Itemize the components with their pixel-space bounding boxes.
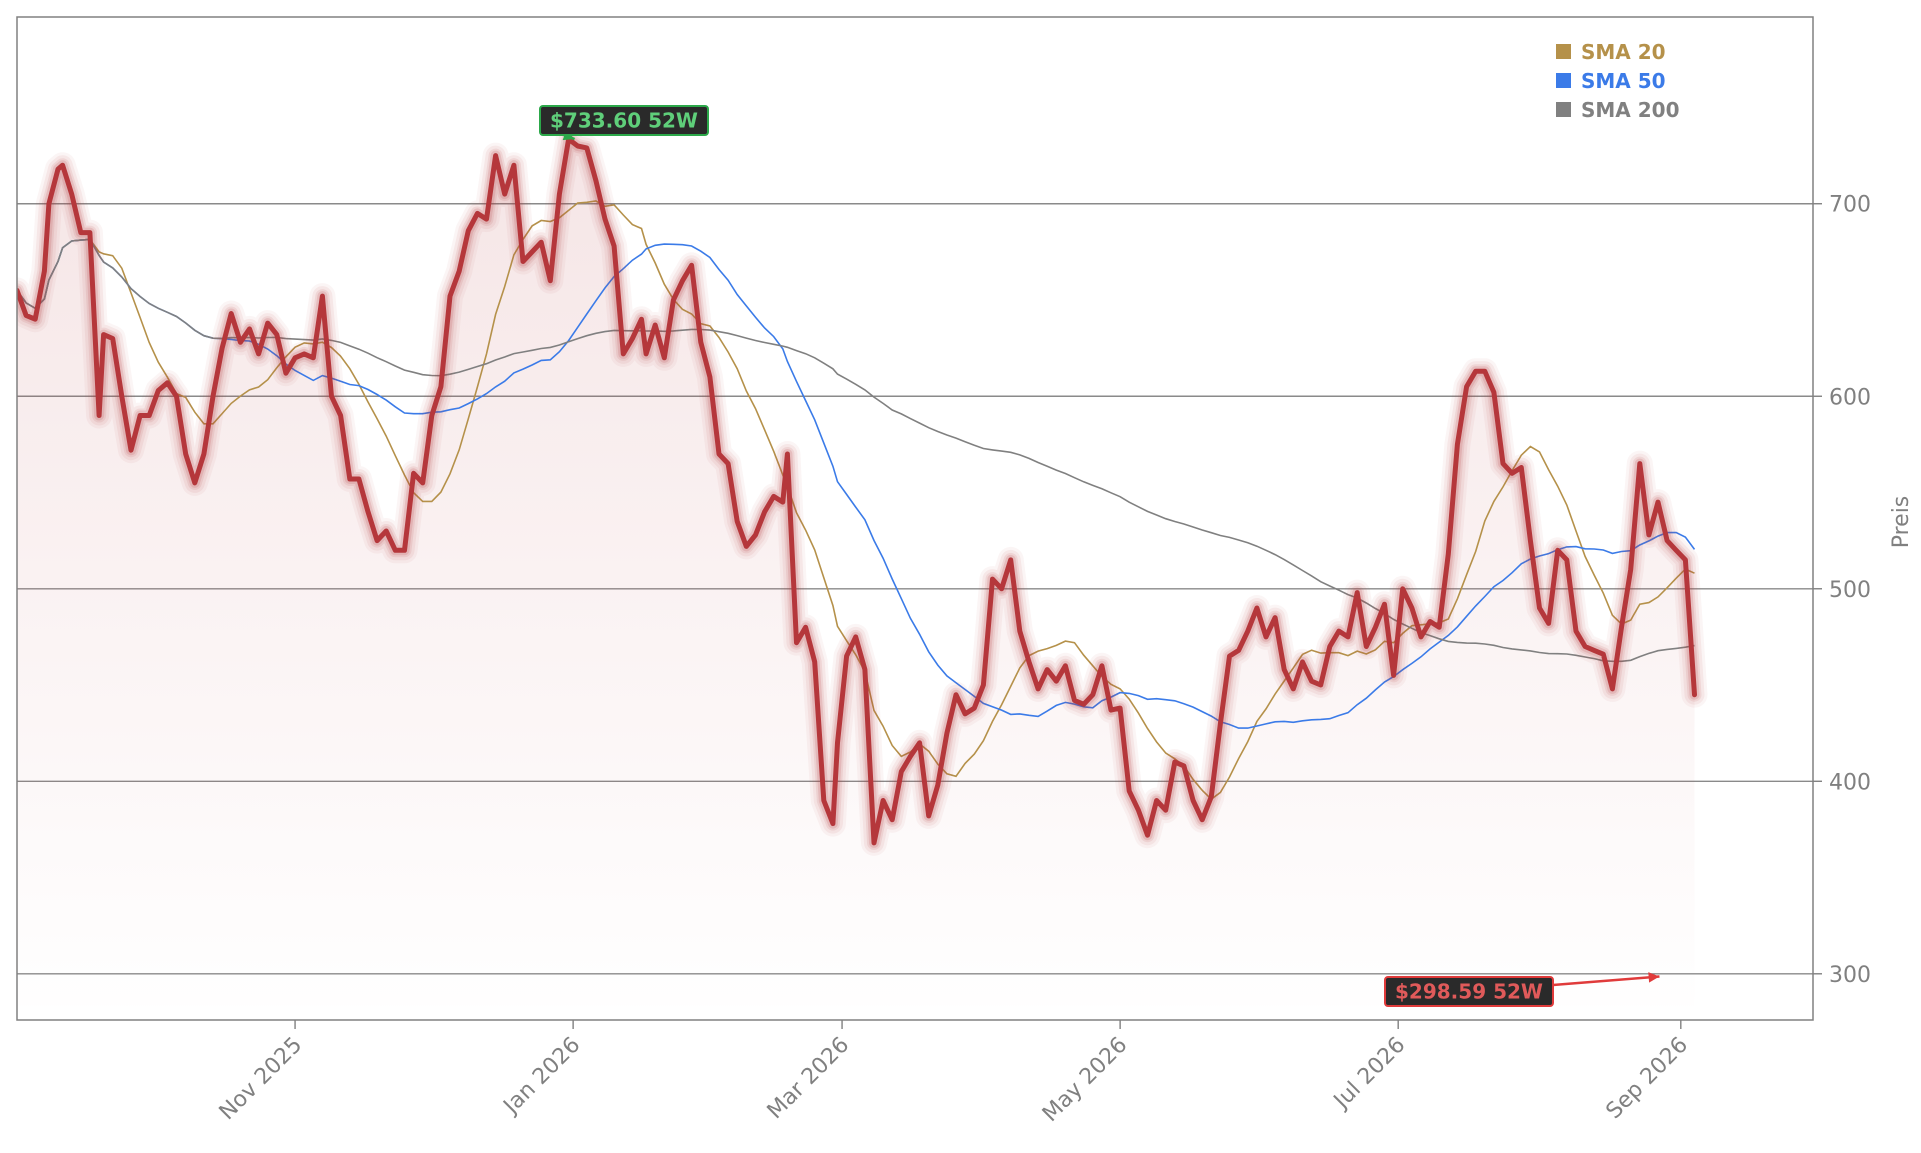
plot-frame bbox=[16, 16, 1814, 1021]
y-tick-label: 300 bbox=[1829, 963, 1871, 988]
y-tick-label: 400 bbox=[1829, 770, 1871, 795]
ma-line-sma-50 bbox=[17, 238, 1696, 729]
annotation-box bbox=[1384, 976, 1554, 1007]
annotation-box bbox=[539, 105, 709, 136]
y-tick-label: 600 bbox=[1829, 385, 1871, 410]
y-tick-label: 500 bbox=[1829, 578, 1871, 603]
price-series bbox=[17, 126, 1708, 856]
legend-swatch bbox=[1556, 102, 1571, 117]
price-line bbox=[17, 136, 1697, 846]
annotations: $733.60 52W $298.59 52W bbox=[539, 105, 1660, 1007]
legend-swatch bbox=[1556, 73, 1571, 88]
y-axis: 300 400 500 600 700 bbox=[1813, 193, 1871, 988]
moving-averages bbox=[17, 200, 1696, 801]
ma-line-sma-200 bbox=[17, 238, 1695, 663]
legend-label: SMA 50 bbox=[1581, 69, 1666, 93]
legend-label: SMA 200 bbox=[1581, 98, 1680, 122]
annotation-label: $298.59 52W bbox=[1395, 980, 1543, 1004]
legend: SMA 20 SMA 50 SMA 200 bbox=[1556, 40, 1680, 122]
price-area-fill bbox=[17, 139, 1695, 1020]
annotation-arrow bbox=[1552, 975, 1660, 987]
legend-label: SMA 20 bbox=[1581, 40, 1666, 64]
y-axis-label: Preis bbox=[1889, 496, 1914, 549]
y-tick-label: 700 bbox=[1829, 193, 1871, 218]
price-area bbox=[17, 139, 1695, 1020]
arrow-head bbox=[1648, 972, 1660, 983]
annotation-label: $733.60 52W bbox=[550, 109, 698, 133]
legend-swatch bbox=[1556, 44, 1571, 59]
